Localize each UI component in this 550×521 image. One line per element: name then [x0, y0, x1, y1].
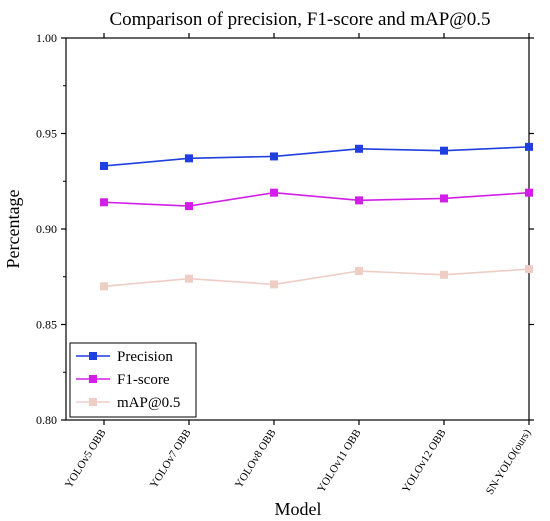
legend-label: F1-score [117, 372, 170, 388]
x-tick-label: YOLOv12 OBB [400, 427, 449, 495]
legend-marker [89, 398, 97, 406]
data-point [185, 274, 193, 283]
chart-title: Comparison of precision, F1-score and mA… [109, 9, 490, 30]
series-line [103, 146, 530, 167]
y-tick-label: 0.90 [36, 222, 57, 236]
data-point [440, 270, 448, 279]
data-point [185, 154, 193, 163]
x-tick-label: YOLOv8 OBB [233, 427, 279, 490]
x-tick-label: YOLOv5 OBB [63, 427, 109, 490]
y-axis: 0.80 0.85 0.90 0.95 1.00 [36, 31, 534, 427]
x-tick-label: YOLOv7 OBB [148, 427, 194, 490]
y-axis-label: Percentage [3, 190, 23, 269]
legend-label: Precision [117, 349, 173, 365]
data-point [525, 188, 533, 197]
data-point [100, 282, 108, 291]
data-point [355, 144, 363, 153]
data-point [440, 194, 448, 203]
series-layer [100, 142, 533, 291]
data-point [270, 152, 278, 161]
data-point [270, 188, 278, 197]
data-point [100, 198, 108, 207]
x-tick-label: YOLOv11 OBB [315, 427, 363, 494]
series-F1-score [100, 188, 533, 211]
data-point [440, 146, 448, 155]
series-Precision [100, 142, 533, 170]
series-mAP@0.5 [100, 265, 533, 291]
y-tick-label: 1.00 [36, 31, 57, 45]
y-tick-label: 0.85 [36, 318, 57, 332]
data-point [525, 142, 533, 151]
legend-label: mAP@0.5 [117, 395, 180, 411]
data-point [525, 265, 533, 274]
x-axis: YOLOv5 OBB YOLOv7 OBB YOLOv8 OBB YOLOv11 OB… [63, 33, 534, 497]
legend-marker [89, 375, 97, 383]
data-point [185, 202, 193, 211]
legend: Precision F1-score mAP@0.5 [69, 342, 197, 418]
x-tick-label: SN-YOLO(ours) [484, 427, 534, 497]
y-tick-label: 0.80 [36, 413, 57, 427]
x-axis-label: Model [275, 499, 322, 519]
data-point [270, 280, 278, 289]
y-tick-label: 0.95 [36, 127, 57, 141]
data-point [355, 196, 363, 205]
series-line [103, 268, 530, 288]
legend-marker [89, 352, 97, 360]
data-point [355, 267, 363, 276]
series-line [103, 191, 530, 207]
data-point [100, 161, 108, 170]
